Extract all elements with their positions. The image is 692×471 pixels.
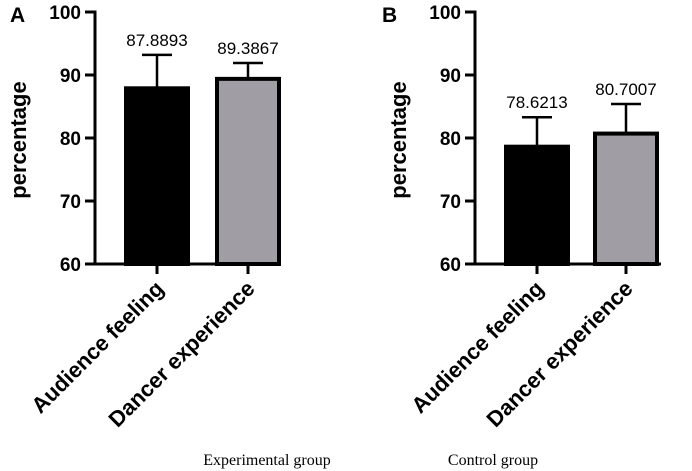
data-label: 80.7007 — [595, 80, 656, 99]
category-label: Dancer experience — [481, 276, 637, 432]
bar — [504, 144, 570, 266]
data-labels: 87.8893 89.3867 — [126, 31, 278, 58]
y-tick-label: 70 — [60, 192, 81, 213]
bar — [593, 131, 659, 266]
panel-letter: A — [10, 4, 25, 27]
y-tick-label: 60 — [60, 255, 81, 276]
data-label: 78.6213 — [506, 93, 567, 112]
panel-letter: B — [382, 4, 397, 27]
y-tick-label: 80 — [60, 129, 81, 150]
y-tick-label: 60 — [440, 255, 461, 276]
data-label: 89.3867 — [217, 39, 278, 58]
y-tick-label: 70 — [440, 192, 461, 213]
y-tick-label: 90 — [60, 66, 81, 87]
panel-caption: Control group — [448, 452, 538, 469]
bar — [124, 86, 190, 266]
data-label: 87.8893 — [126, 31, 187, 50]
y-tick-label: 80 — [440, 129, 461, 150]
y-tick-label: 90 — [440, 66, 461, 87]
panel-caption: Experimental group — [203, 452, 331, 469]
y-tick-label: 100 — [429, 3, 461, 24]
y-axis-label: percentage — [6, 81, 31, 198]
bar — [215, 76, 281, 267]
data-labels: 78.6213 80.7007 — [506, 80, 656, 112]
bars — [124, 53, 281, 267]
y-tick-label: 100 — [49, 3, 81, 24]
bars — [504, 102, 659, 266]
y-axis-label: percentage — [386, 81, 411, 198]
